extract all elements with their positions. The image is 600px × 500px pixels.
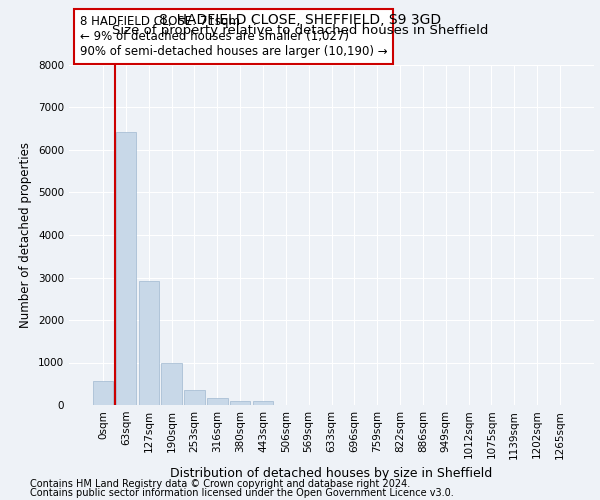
Bar [93,381,113,405]
Text: Contains public sector information licensed under the Open Government Licence v3: Contains public sector information licen… [30,488,454,498]
Bar [116,132,136,405]
Bar [230,400,250,405]
Text: 8, HADFIELD CLOSE, SHEFFIELD, S9 3GD: 8, HADFIELD CLOSE, SHEFFIELD, S9 3GD [159,12,441,26]
Y-axis label: Number of detached properties: Number of detached properties [19,142,32,328]
Bar [207,398,227,405]
Bar [161,364,182,405]
Text: 8 HADFIELD CLOSE: 71sqm
← 9% of detached houses are smaller (1,027)
90% of semi-: 8 HADFIELD CLOSE: 71sqm ← 9% of detached… [79,15,387,58]
Bar [139,281,159,405]
X-axis label: Distribution of detached houses by size in Sheffield: Distribution of detached houses by size … [170,467,493,480]
Bar [184,390,205,405]
Text: Size of property relative to detached houses in Sheffield: Size of property relative to detached ho… [112,24,488,37]
Text: Contains HM Land Registry data © Crown copyright and database right 2024.: Contains HM Land Registry data © Crown c… [30,479,410,489]
Bar [253,401,273,405]
